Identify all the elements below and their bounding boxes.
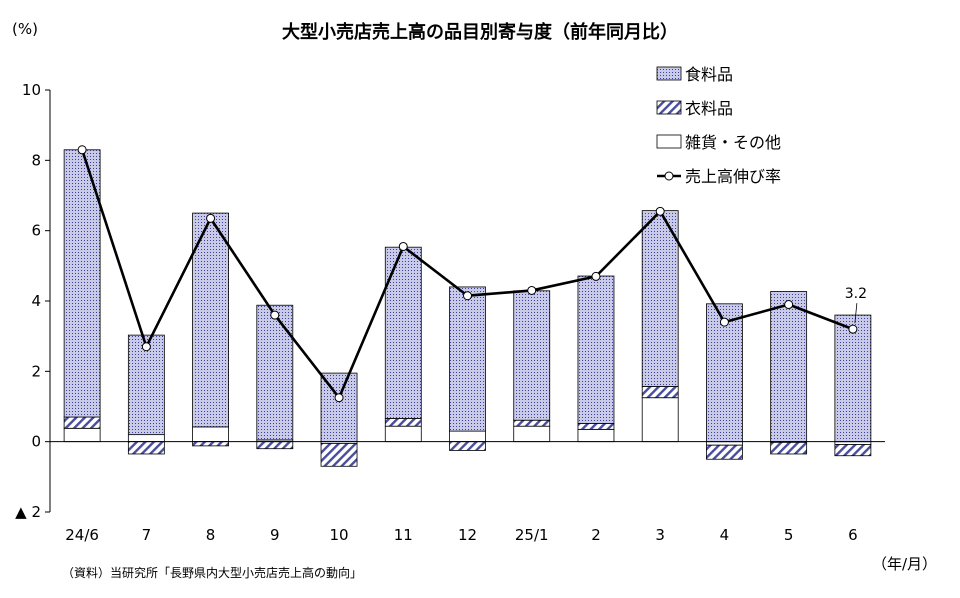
y-tick-label: 4 xyxy=(31,292,41,310)
bars-layer xyxy=(63,149,872,467)
bar-segment xyxy=(770,441,808,455)
bar-segment xyxy=(706,303,743,443)
x-tick-label: 8 xyxy=(206,526,216,544)
bar-segment xyxy=(256,441,294,450)
legend-line-marker xyxy=(664,171,674,181)
bar-segment xyxy=(834,314,872,443)
y-tick-label: 6 xyxy=(31,222,41,240)
y-tick-label: 2 xyxy=(31,362,41,380)
bar-segment xyxy=(449,441,486,451)
legend-swatch xyxy=(656,66,682,81)
bar-segment xyxy=(577,428,615,443)
x-tick-label: 25/1 xyxy=(515,526,549,544)
growth-point xyxy=(719,317,729,327)
bar-segment xyxy=(834,444,872,457)
bar-segment xyxy=(577,422,615,430)
x-tick-label: 7 xyxy=(142,526,152,544)
y-tick-label: 8 xyxy=(31,151,41,169)
bar-segment xyxy=(192,441,229,447)
x-tick-label: 9 xyxy=(270,526,280,544)
growth-point xyxy=(141,342,151,352)
annotation-label: 3.2 xyxy=(845,286,867,302)
growth-point xyxy=(77,145,87,155)
bar-segment xyxy=(513,290,551,421)
y-axis-ticks: ▲ 2 0 2 4 6 8 10 xyxy=(15,81,50,521)
bar-segment xyxy=(449,430,486,443)
bar-segment xyxy=(770,291,808,443)
bar-segment xyxy=(320,372,358,443)
bar-segment xyxy=(513,425,551,443)
bar-segment xyxy=(449,286,486,432)
x-unit-label: （年/月） xyxy=(872,555,937,573)
x-tick-label: 24/6 xyxy=(65,526,99,544)
legend-label: 雑貨・その他 xyxy=(685,133,781,152)
y-tick-label: 0 xyxy=(31,433,41,451)
growth-point xyxy=(270,310,280,320)
bar-segment xyxy=(384,425,422,443)
annotations-layer: 3.2 xyxy=(845,286,867,324)
growth-point xyxy=(398,241,408,251)
x-axis-labels: 24/6 7 8 9 10 11 12 25/1 2 3 4 5 6 xyxy=(65,526,857,544)
bar-segment xyxy=(641,386,679,399)
growth-point xyxy=(848,324,858,334)
bar-segment xyxy=(641,397,679,443)
x-tick-label: 2 xyxy=(591,526,601,544)
x-tick-label: 5 xyxy=(784,526,794,544)
x-tick-label: 6 xyxy=(848,526,858,544)
bar-segment xyxy=(641,210,679,387)
growth-point xyxy=(655,206,665,216)
bar-segment xyxy=(320,443,358,467)
x-tick-label: 11 xyxy=(394,526,413,544)
growth-point xyxy=(206,213,216,223)
x-tick-label: 3 xyxy=(655,526,665,544)
bar-segment xyxy=(63,149,101,418)
x-tick-label: 10 xyxy=(329,526,348,544)
bar-segment xyxy=(192,212,229,428)
legend-swatch xyxy=(656,100,682,115)
legend-label: 衣料品 xyxy=(685,99,733,118)
growth-point xyxy=(463,291,472,301)
legend-swatch xyxy=(656,134,682,149)
chart-title: 大型小売店売上高の品目別寄与度（前年同月比） xyxy=(282,21,678,43)
bar-segment xyxy=(256,304,294,441)
axes-layer xyxy=(49,90,885,512)
y-tick-label: 10 xyxy=(22,81,41,99)
bar-segment xyxy=(513,419,551,427)
bar-segment xyxy=(384,418,422,427)
x-tick-label: 12 xyxy=(458,526,477,544)
growth-point xyxy=(527,285,537,295)
x-tick-label: 4 xyxy=(720,526,730,544)
y-tick-label: ▲ 2 xyxy=(15,503,41,521)
bar-segment xyxy=(706,441,743,446)
bar-segment xyxy=(63,427,101,443)
bar-segment xyxy=(63,416,101,429)
annotation-leader xyxy=(854,303,858,324)
y-unit-label: (%) xyxy=(12,20,38,38)
bar-segment xyxy=(192,426,229,443)
bar-segment xyxy=(577,275,615,424)
growth-point xyxy=(784,300,794,310)
legend-label: 売上高伸び率 xyxy=(685,167,781,186)
bar-segment xyxy=(127,441,165,455)
growth-point xyxy=(334,393,344,403)
growth-line-layer xyxy=(77,145,858,403)
source-note: （資料）当研究所「長野県内大型小売店売上高の動向」 xyxy=(62,565,362,580)
bar-segment xyxy=(127,334,165,436)
bar-segment xyxy=(706,444,743,460)
legend-label: 食料品 xyxy=(685,65,733,84)
growth-point xyxy=(591,271,601,281)
bar-segment xyxy=(127,434,165,443)
